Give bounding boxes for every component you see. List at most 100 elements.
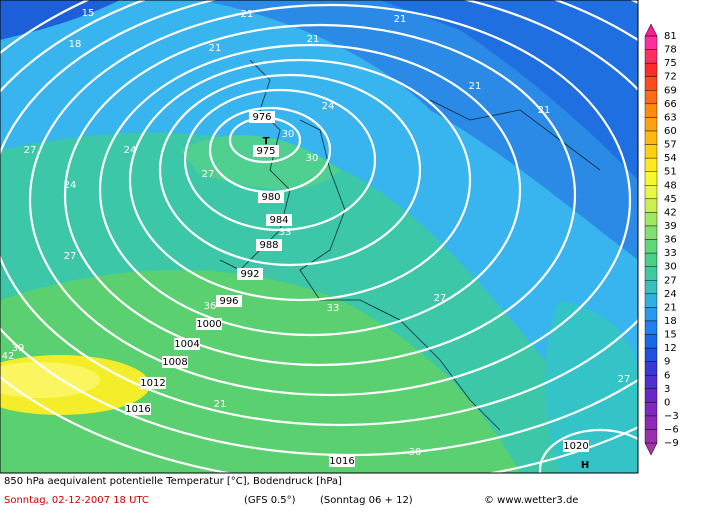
colorbar-swatch	[644, 185, 658, 200]
colorbar-swatch	[644, 347, 658, 362]
map-frame	[0, 0, 639, 474]
colorbar-label: −6	[664, 425, 679, 436]
colorbar-label: −9	[664, 438, 679, 449]
colorbar-label: −3	[664, 411, 679, 422]
pressure-center: T	[263, 136, 270, 147]
colorbar-swatch	[644, 415, 658, 430]
colorbar-label: 33	[664, 248, 677, 259]
pressure-label: 1020	[563, 441, 588, 452]
temperature-label: 27	[434, 293, 447, 304]
colorbar-label: 18	[664, 316, 677, 327]
pressure-label: 996	[219, 296, 238, 307]
temperature-label: 39	[12, 343, 25, 354]
colorbar-swatch	[644, 266, 658, 281]
pressure-center: H	[581, 460, 589, 471]
colorbar-label: 6	[664, 370, 670, 381]
colorbar-label: 63	[664, 112, 677, 123]
pressure-label: 1016	[125, 404, 150, 415]
temperature-label: 30	[306, 153, 319, 164]
temperature-label: 21	[209, 43, 222, 54]
colorbar-swatch	[644, 402, 658, 417]
pressure-label: 992	[240, 269, 259, 280]
colorbar-label: 36	[664, 235, 677, 246]
temperature-label: 33	[279, 227, 292, 238]
pressure-label: 980	[261, 192, 280, 203]
pressure-label: 976	[252, 112, 271, 123]
pressure-label: 988	[259, 240, 278, 251]
colorbar-swatch	[644, 76, 658, 91]
colorbar-label: 72	[664, 72, 677, 83]
colorbar-label: 48	[664, 180, 677, 191]
temperature-label: 18	[69, 39, 82, 50]
label-bg	[563, 440, 589, 452]
colorbar-label: 42	[664, 207, 677, 218]
label-bg	[196, 318, 222, 330]
temperature-label: 15	[82, 8, 95, 19]
colorbar-cap	[644, 23, 658, 37]
label-bg	[253, 145, 279, 157]
colorbar-label: 69	[664, 85, 677, 96]
colorbar-swatch	[644, 334, 658, 349]
colorbar-label: 39	[664, 221, 677, 232]
colorbar-swatch	[644, 198, 658, 213]
colorbar-label: 21	[664, 302, 677, 313]
temperature-label: 30	[282, 129, 295, 140]
colorbar-swatch	[644, 144, 658, 159]
colorbar-swatch	[644, 130, 658, 145]
colorbar-swatch	[644, 103, 658, 118]
colorbar-swatch	[644, 90, 658, 105]
temperature-label: 24	[322, 101, 335, 112]
label-bg	[258, 191, 284, 203]
colorbar-swatch	[644, 252, 658, 267]
label-bg	[125, 403, 151, 415]
label-bg	[266, 214, 292, 226]
pressure-label: 984	[269, 215, 288, 226]
label-bg	[237, 268, 263, 280]
colorbar-label: 66	[664, 99, 677, 110]
label-bg	[256, 239, 282, 251]
colorbar-swatch	[644, 280, 658, 295]
colorbar-swatch	[644, 117, 658, 132]
colorbar-swatch	[644, 225, 658, 240]
footer-model: (GFS 0.5°)	[244, 495, 296, 506]
footer-date: Sonntag, 02-12-2007 18 UTC	[4, 495, 149, 506]
temperature-label: 27	[618, 374, 631, 385]
colorbar-swatch	[644, 307, 658, 322]
temperature-label: 24	[64, 180, 77, 191]
colorbar-label: 0	[664, 397, 670, 408]
label-bg	[162, 356, 188, 368]
colorbar-cap	[644, 442, 658, 456]
colorbar-label: 75	[664, 58, 677, 69]
colorbar-label: 12	[664, 343, 677, 354]
label-bg	[140, 377, 166, 389]
colorbar-swatch	[644, 212, 658, 227]
temperature-label: 42	[2, 351, 15, 362]
colorbar-swatch	[644, 320, 658, 335]
colorbar-swatch	[644, 361, 658, 376]
colorbar-swatch	[644, 388, 658, 403]
temperature-label: 27	[64, 251, 77, 262]
colorbar-label: 81	[664, 31, 677, 42]
temperature-label: 21	[538, 105, 551, 116]
colorbar-label: 54	[664, 153, 677, 164]
colorbar-label: 57	[664, 140, 677, 151]
temperature-label: 21	[241, 9, 254, 20]
colorbar: 8178757269666360575451484542393633302724…	[644, 23, 679, 456]
pressure-label: 1000	[196, 319, 221, 330]
label-bg	[216, 295, 242, 307]
temperature-label: 30	[409, 447, 422, 458]
pressure-label: 1004	[174, 339, 199, 350]
label-bg	[249, 111, 275, 123]
temperature-label: 24	[124, 145, 137, 156]
temperature-label: 21	[307, 34, 320, 45]
colorbar-label: 30	[664, 262, 677, 273]
pressure-label: 975	[256, 146, 275, 157]
temperature-label: 21	[214, 399, 227, 410]
colorbar-swatch	[644, 429, 658, 444]
colorbar-label: 9	[664, 357, 670, 368]
temperature-label: 36	[204, 301, 217, 312]
pressure-label: 1008	[162, 357, 187, 368]
colorbar-swatch	[644, 62, 658, 77]
colorbar-swatch	[644, 49, 658, 64]
